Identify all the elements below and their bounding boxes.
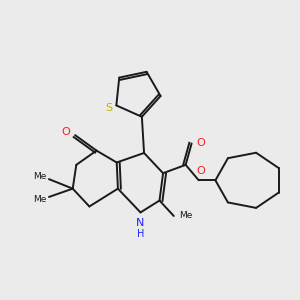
Text: Me: Me (33, 195, 46, 204)
Text: S: S (106, 103, 113, 113)
Text: N: N (136, 218, 145, 228)
Text: Me: Me (179, 212, 192, 220)
Text: O: O (197, 166, 206, 176)
Text: Me: Me (33, 172, 46, 181)
Text: H: H (137, 229, 144, 239)
Text: O: O (197, 139, 206, 148)
Text: O: O (61, 127, 70, 136)
